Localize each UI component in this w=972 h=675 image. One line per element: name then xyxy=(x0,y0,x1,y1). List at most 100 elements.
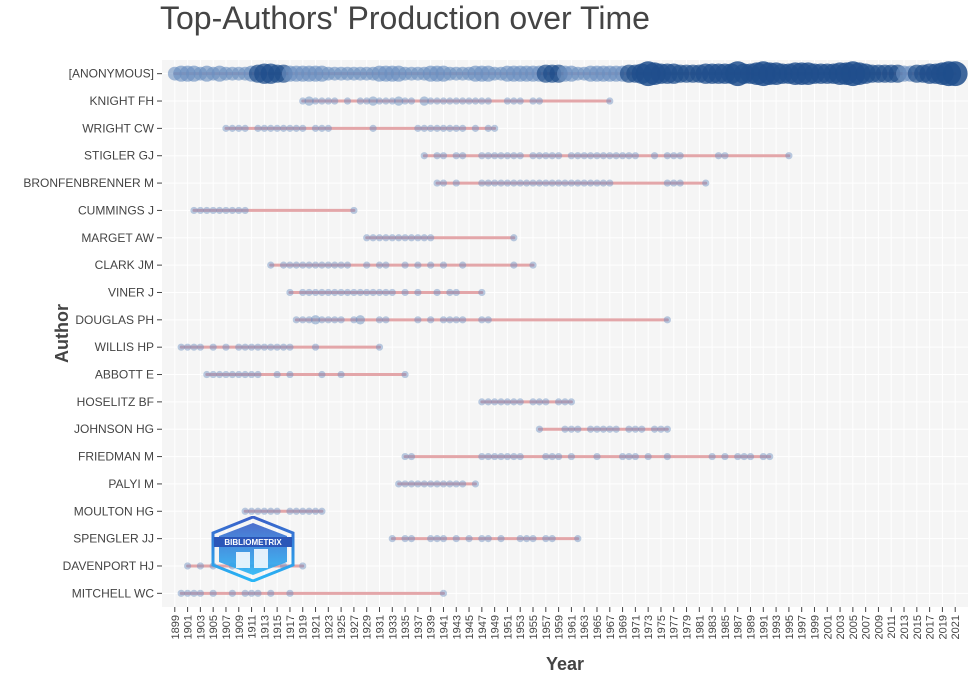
author-point xyxy=(350,206,358,215)
author-point xyxy=(318,288,326,297)
author-point xyxy=(516,398,524,406)
y-axis-ticks: [ANONYMOUS] KNIGHT FH WRIGHT CW STIGLER GJ B… xyxy=(23,67,162,600)
author-point xyxy=(324,97,332,105)
author-point xyxy=(574,535,582,543)
y-tick-label: STIGLER GJ xyxy=(84,149,154,163)
x-tick-label: 1979 xyxy=(682,615,694,639)
author-point xyxy=(363,97,371,105)
author-point xyxy=(452,97,460,105)
author-point xyxy=(401,370,409,379)
author-point xyxy=(267,507,275,515)
author-point xyxy=(942,61,968,87)
x-tick-label: 1933 xyxy=(387,615,399,639)
author-point xyxy=(324,316,332,324)
author-point xyxy=(209,206,217,215)
author-point xyxy=(785,152,793,160)
author-point xyxy=(433,179,441,187)
author-point xyxy=(401,97,409,105)
author-point xyxy=(478,288,486,297)
author-point xyxy=(452,480,460,488)
author-point xyxy=(510,452,518,461)
author-point xyxy=(273,507,281,515)
author-point xyxy=(337,370,345,379)
author-point xyxy=(343,261,352,269)
author-point xyxy=(375,261,384,269)
author-point xyxy=(279,261,288,269)
author-point xyxy=(311,124,320,132)
author-point xyxy=(305,261,313,269)
author-point xyxy=(414,234,422,242)
x-tick-label: 2009 xyxy=(873,615,885,639)
author-point xyxy=(337,288,345,297)
author-point xyxy=(714,152,723,160)
author-point xyxy=(260,343,268,351)
author-point xyxy=(567,179,575,187)
author-point xyxy=(478,316,486,324)
author-point xyxy=(548,452,556,461)
author-point xyxy=(196,589,204,597)
x-tick-label: 1963 xyxy=(579,615,591,639)
y-tick-label: MOULTON HG xyxy=(74,504,154,518)
author-point xyxy=(484,97,492,105)
author-point xyxy=(419,96,429,106)
y-tick-label: JOHNSON HG xyxy=(74,422,154,436)
x-tick-label: 1973 xyxy=(643,615,655,639)
author-point xyxy=(375,316,384,324)
author-point xyxy=(318,261,326,269)
author-point xyxy=(523,179,531,187)
author-point xyxy=(401,480,409,488)
author-point xyxy=(375,288,384,297)
y-tick-label: MARGET AW xyxy=(81,231,154,245)
author-point xyxy=(215,370,224,379)
author-point xyxy=(555,398,563,406)
author-point xyxy=(484,398,492,406)
author-point xyxy=(510,97,518,105)
author-point xyxy=(304,96,314,106)
author-point xyxy=(305,288,313,297)
author-point xyxy=(305,316,313,324)
x-tick-label: 2017 xyxy=(925,615,937,639)
x-tick-label: 2001 xyxy=(822,615,834,639)
author-point xyxy=(401,288,409,297)
author-point xyxy=(503,152,512,160)
author-point xyxy=(388,288,396,297)
author-point xyxy=(235,343,243,351)
x-tick-label: 1907 xyxy=(221,615,233,639)
author-point xyxy=(324,124,332,132)
author-point xyxy=(510,261,518,269)
chart-title: Top-Authors' Production over Time xyxy=(160,0,650,36)
author-point xyxy=(574,425,582,433)
author-point xyxy=(625,152,633,160)
author-point xyxy=(721,452,729,461)
author-point xyxy=(235,370,243,379)
author-point xyxy=(510,398,518,406)
author-point xyxy=(625,452,633,461)
x-tick-label: 1951 xyxy=(502,615,514,639)
author-point xyxy=(439,124,448,132)
author-point xyxy=(414,288,422,297)
author-point xyxy=(299,288,307,297)
author-point xyxy=(247,589,256,597)
author-point xyxy=(299,97,307,105)
author-point xyxy=(631,452,639,461)
author-point xyxy=(484,452,492,461)
y-tick-label: WILLIS HP xyxy=(95,340,154,354)
author-point xyxy=(548,152,556,160)
author-point xyxy=(439,535,448,543)
author-point xyxy=(657,425,665,433)
x-tick-label: 1981 xyxy=(694,615,706,639)
author-point xyxy=(535,97,544,105)
author-point xyxy=(529,97,537,105)
x-tick-label: 1925 xyxy=(336,615,348,639)
author-point xyxy=(363,288,371,297)
author-point xyxy=(292,316,300,324)
author-point xyxy=(241,507,249,515)
author-point xyxy=(299,562,307,570)
author-point xyxy=(484,316,492,324)
author-point xyxy=(382,316,390,324)
author-point xyxy=(401,452,409,461)
author-point xyxy=(561,398,569,406)
author-point xyxy=(746,452,755,461)
author-point xyxy=(368,96,378,106)
author-point xyxy=(439,316,448,324)
